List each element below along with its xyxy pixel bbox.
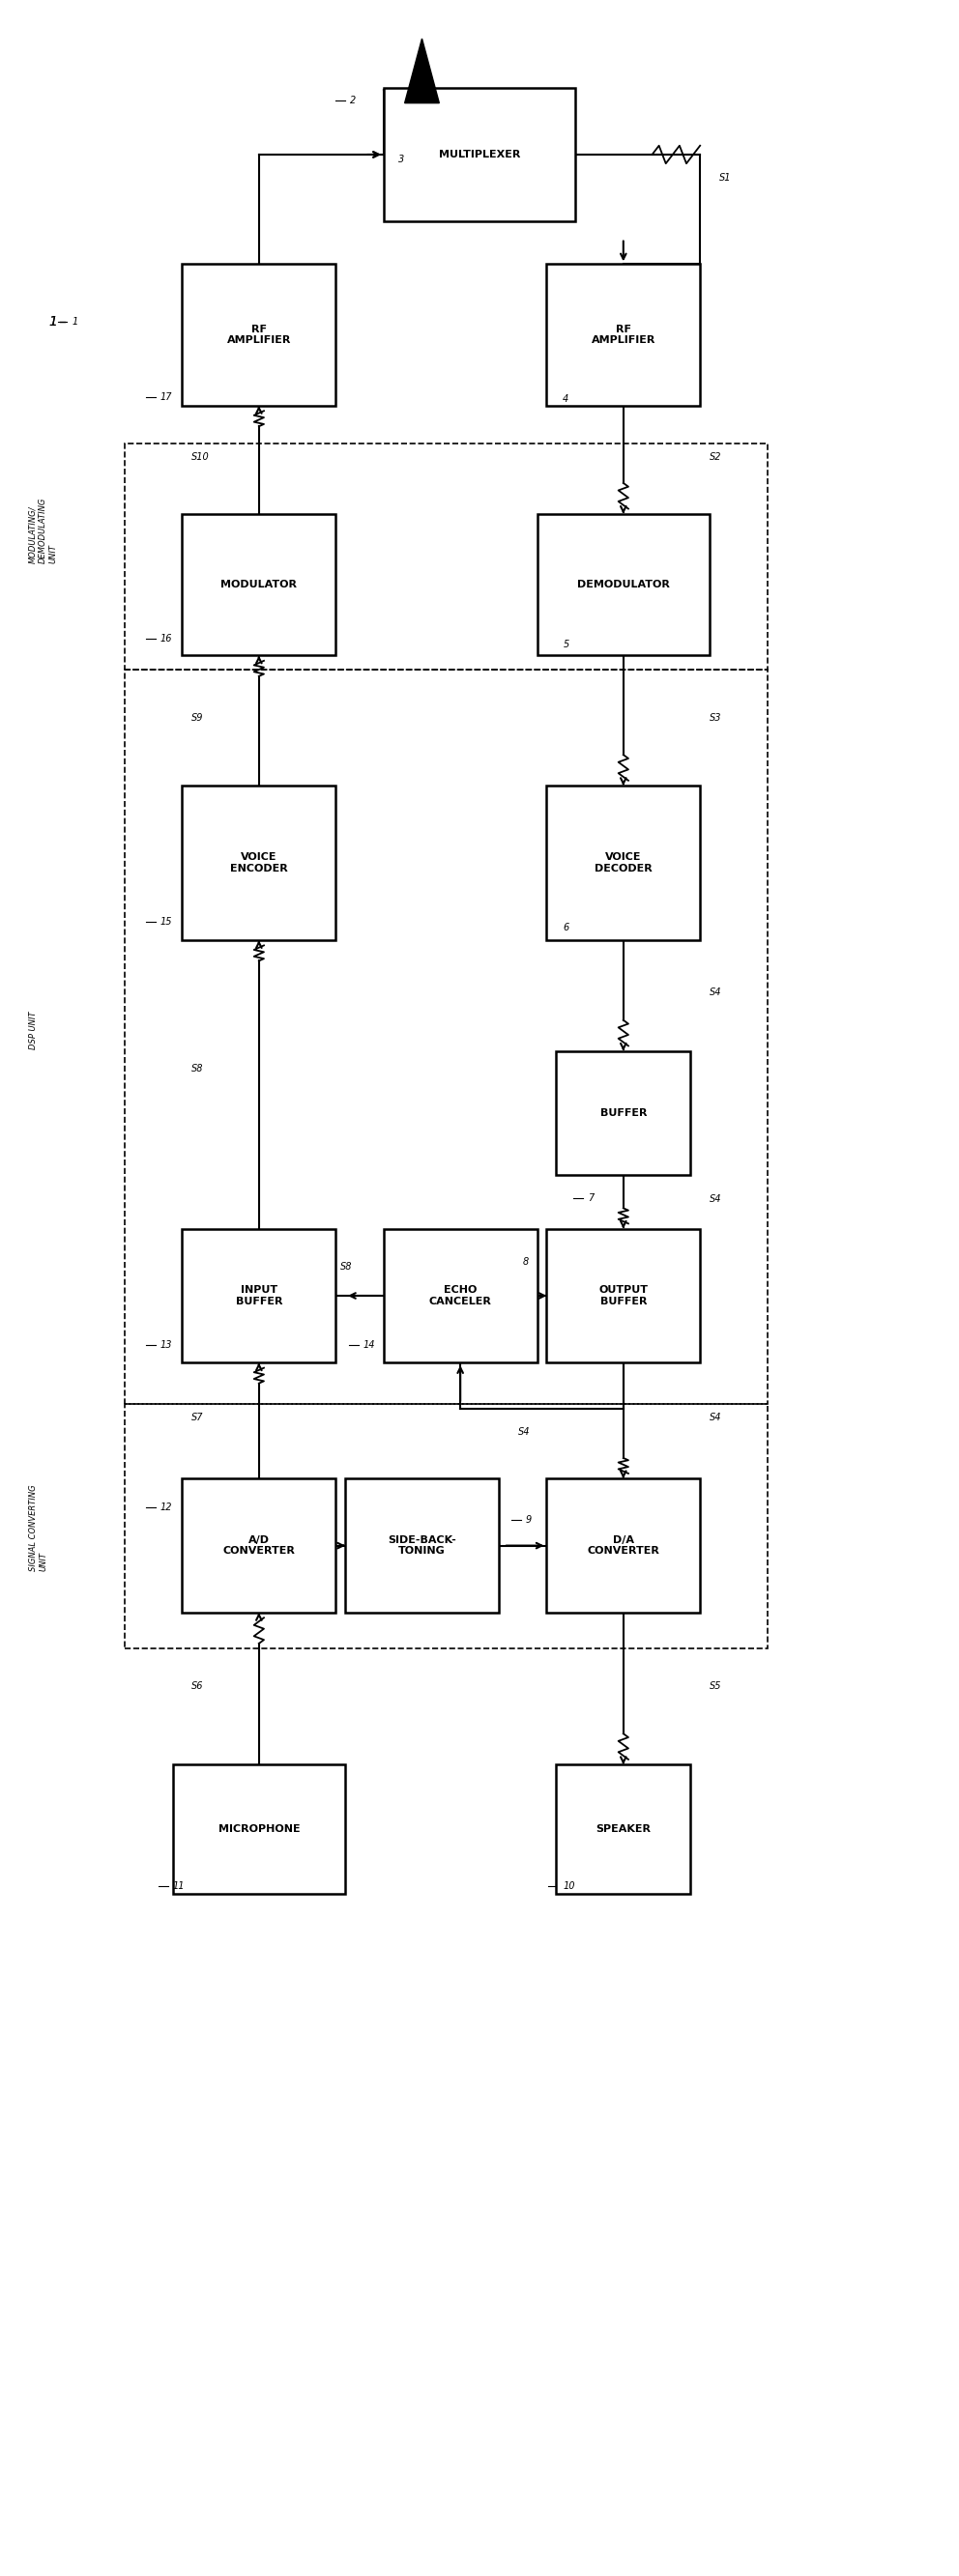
FancyBboxPatch shape [182,1479,336,1613]
Text: 14: 14 [363,1340,376,1350]
FancyBboxPatch shape [173,1765,345,1893]
FancyBboxPatch shape [547,1479,700,1613]
FancyBboxPatch shape [384,88,575,222]
Text: RF
AMPLIFIER: RF AMPLIFIER [227,325,291,345]
Text: S9: S9 [192,714,204,724]
Text: 10: 10 [563,1880,575,1891]
Text: A/D
CONVERTER: A/D CONVERTER [222,1535,295,1556]
Text: 5: 5 [563,639,569,649]
Text: MULTIPLEXER: MULTIPLEXER [438,149,521,160]
Text: VOICE
ENCODER: VOICE ENCODER [230,853,288,873]
Text: 17: 17 [160,392,173,402]
Text: 15: 15 [160,917,173,927]
Text: D/A
CONVERTER: D/A CONVERTER [587,1535,660,1556]
FancyBboxPatch shape [547,1229,700,1363]
Text: S4: S4 [710,1412,722,1422]
Text: 4: 4 [563,394,569,404]
Text: S10: S10 [192,451,210,461]
Text: S5: S5 [710,1680,722,1690]
Text: 6: 6 [563,922,569,933]
Text: RF
AMPLIFIER: RF AMPLIFIER [592,325,655,345]
Text: S1: S1 [719,173,732,183]
FancyBboxPatch shape [384,1229,537,1363]
FancyBboxPatch shape [547,263,700,404]
Text: MODULATING/
DEMODULATING
UNIT: MODULATING/ DEMODULATING UNIT [29,497,58,564]
Text: OUTPUT
BUFFER: OUTPUT BUFFER [598,1285,648,1306]
Text: S6: S6 [192,1680,204,1690]
Text: DEMODULATOR: DEMODULATOR [577,580,669,590]
Text: 12: 12 [160,1502,173,1512]
Text: S4: S4 [710,987,722,997]
Text: S2: S2 [710,451,722,461]
FancyBboxPatch shape [547,786,700,940]
FancyBboxPatch shape [182,786,336,940]
Text: SIDE-BACK-
TONING: SIDE-BACK- TONING [387,1535,456,1556]
Text: 13: 13 [160,1340,173,1350]
FancyBboxPatch shape [182,513,336,654]
Text: 16: 16 [160,634,173,644]
Text: S8: S8 [192,1064,204,1074]
Text: 7: 7 [588,1193,594,1203]
Text: S7: S7 [192,1412,204,1422]
Text: 1: 1 [49,314,57,330]
FancyBboxPatch shape [182,1229,336,1363]
Text: MODULATOR: MODULATOR [221,580,297,590]
Text: DSP UNIT: DSP UNIT [29,1012,37,1048]
Text: S8: S8 [340,1262,353,1273]
Text: 2: 2 [350,95,356,106]
Text: 3: 3 [398,155,404,165]
Text: S3: S3 [710,714,722,724]
FancyBboxPatch shape [556,1765,690,1893]
Text: 1: 1 [49,314,57,330]
FancyBboxPatch shape [537,513,710,654]
Polygon shape [405,39,439,103]
Text: INPUT
BUFFER: INPUT BUFFER [236,1285,282,1306]
Text: 8: 8 [523,1257,528,1267]
FancyBboxPatch shape [345,1479,499,1613]
FancyBboxPatch shape [182,263,336,404]
Text: ECHO
CANCELER: ECHO CANCELER [429,1285,492,1306]
Text: BUFFER: BUFFER [600,1108,646,1118]
FancyBboxPatch shape [556,1051,690,1175]
Text: SPEAKER: SPEAKER [596,1824,651,1834]
Text: 1: 1 [72,317,78,327]
Text: 9: 9 [526,1515,531,1525]
Text: SIGNAL CONVERTING
UNIT: SIGNAL CONVERTING UNIT [29,1484,48,1571]
Text: S4: S4 [518,1427,530,1437]
Text: MICROPHONE: MICROPHONE [218,1824,300,1834]
Text: 11: 11 [173,1880,185,1891]
Text: VOICE
DECODER: VOICE DECODER [595,853,652,873]
Text: S4: S4 [710,1193,722,1203]
